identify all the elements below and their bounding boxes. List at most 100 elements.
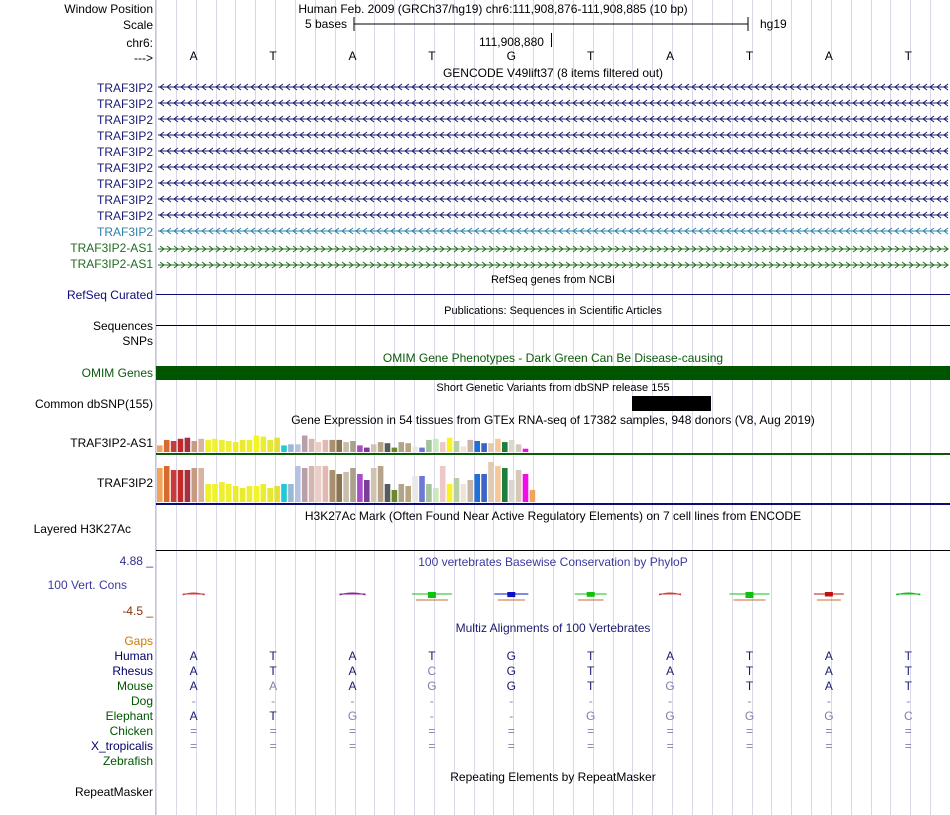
gtex-bar[interactable] <box>357 445 363 452</box>
gtex-bar[interactable] <box>343 472 349 502</box>
gtex-bar[interactable] <box>163 466 170 502</box>
gtex-bar[interactable] <box>212 438 218 452</box>
gtex-bar[interactable] <box>460 446 467 453</box>
gencode-track-label[interactable]: TRAF3IP2 <box>96 225 153 239</box>
gtex-bar[interactable] <box>481 443 487 452</box>
gtex-bar[interactable] <box>384 443 391 452</box>
sequences-label[interactable]: Sequences <box>92 319 153 333</box>
gtex-bar[interactable] <box>163 439 170 452</box>
gtex-bar[interactable] <box>336 439 342 452</box>
gtex-bar[interactable] <box>419 447 425 452</box>
gtex-bar[interactable] <box>370 444 377 452</box>
gtex-bar[interactable] <box>246 486 253 502</box>
gtex-bar[interactable] <box>488 462 494 502</box>
gtex-bar[interactable] <box>239 488 246 502</box>
gtex-bar[interactable] <box>467 439 474 452</box>
gtex-bar[interactable] <box>260 436 267 452</box>
gtex-bar[interactable] <box>329 470 336 502</box>
gtex-bar[interactable] <box>522 448 529 452</box>
repeatmasker-label[interactable]: RepeatMasker <box>74 785 153 799</box>
gencode-transcript[interactable] <box>158 83 949 91</box>
gencode-track-label[interactable]: TRAF3IP2 <box>96 113 153 127</box>
gtex-label-traf3ip2-as1[interactable]: TRAF3IP2-AS1 <box>70 436 153 450</box>
gencode-track-label[interactable]: TRAF3IP2-AS1 <box>70 257 153 271</box>
gtex-bar[interactable] <box>212 484 218 502</box>
phylop-track[interactable] <box>156 570 950 620</box>
gtex-bar[interactable] <box>301 435 308 453</box>
gtex-bar[interactable] <box>446 484 453 502</box>
gtex-bar[interactable] <box>336 474 342 502</box>
multiz-species-label[interactable]: Mouse <box>116 679 153 693</box>
gencode-track-label[interactable]: TRAF3IP2 <box>96 161 153 175</box>
gtex-bar[interactable] <box>226 484 232 502</box>
gtex-bar[interactable] <box>495 438 501 452</box>
gtex-bar[interactable] <box>357 474 363 502</box>
gtex-bar[interactable] <box>502 468 508 502</box>
gtex-bar[interactable] <box>405 486 411 502</box>
gtex-bar[interactable] <box>177 438 184 452</box>
gtex-bar[interactable] <box>377 442 384 452</box>
gtex-bar[interactable] <box>453 478 460 502</box>
gtex-bar[interactable] <box>239 439 246 452</box>
track-data-area[interactable]: Human Feb. 2009 (GRCh37/hg19) chr6:111,9… <box>156 0 950 815</box>
gtex-bar[interactable] <box>419 476 425 502</box>
gtex-bar[interactable] <box>508 439 515 452</box>
gtex-bar[interactable] <box>281 445 287 452</box>
gencode-track-label[interactable]: TRAF3IP2 <box>96 193 153 207</box>
gtex-bar[interactable] <box>439 442 446 452</box>
gtex-bar[interactable] <box>219 439 225 452</box>
gtex-bar[interactable] <box>502 442 508 452</box>
gtex-bar[interactable] <box>295 444 301 452</box>
gtex-bar[interactable] <box>267 488 273 502</box>
gtex-bar[interactable] <box>246 439 253 452</box>
gtex-bar[interactable] <box>488 443 494 452</box>
gtex-bar[interactable] <box>315 466 322 502</box>
gencode-track-label[interactable]: TRAF3IP2 <box>96 81 153 95</box>
gtex-bar[interactable] <box>191 441 198 452</box>
gtex-bar[interactable] <box>329 439 336 452</box>
gtex-bar[interactable] <box>343 442 349 452</box>
gtex-bar[interactable] <box>281 484 287 502</box>
gtex-bar[interactable] <box>433 488 439 502</box>
dbsnp-variant[interactable] <box>632 396 711 411</box>
gtex-bar[interactable] <box>370 468 377 502</box>
multiz-species-label[interactable]: Zebrafish <box>102 754 153 768</box>
gtex-bar[interactable] <box>467 480 474 502</box>
gtex-bar[interactable] <box>260 484 267 502</box>
gtex-bar[interactable] <box>405 443 411 452</box>
gtex-bar[interactable] <box>350 468 356 502</box>
gtex-bar[interactable] <box>412 446 418 453</box>
gencode-transcript[interactable] <box>158 245 949 253</box>
gtex-bar[interactable] <box>288 484 294 502</box>
gtex-bar[interactable] <box>295 466 301 502</box>
gtex-bar[interactable] <box>529 490 536 502</box>
gtex-bar[interactable] <box>232 486 239 502</box>
gtex-bar[interactable] <box>398 442 405 452</box>
gtex-bar[interactable] <box>522 474 529 502</box>
multiz-species-label[interactable]: X_tropicalis <box>90 739 153 753</box>
gtex-bar[interactable] <box>446 437 453 452</box>
gtex-bar[interactable] <box>453 441 460 452</box>
gtex-bar[interactable] <box>219 482 225 502</box>
gtex-track[interactable] <box>156 428 950 506</box>
omim-label[interactable]: OMIM Genes <box>81 366 153 380</box>
gtex-bar[interactable] <box>426 484 432 502</box>
gtex-bar[interactable] <box>308 438 315 452</box>
gtex-bar[interactable] <box>253 486 260 502</box>
omim-gene-bar[interactable] <box>156 366 950 380</box>
gtex-bar[interactable] <box>364 480 370 502</box>
gtex-bar[interactable] <box>253 435 260 453</box>
gencode-transcript[interactable] <box>158 131 949 139</box>
gtex-bar[interactable] <box>184 470 191 502</box>
gtex-bar[interactable] <box>191 468 198 502</box>
gencode-transcript[interactable] <box>158 211 949 219</box>
snps-label[interactable]: SNPs <box>122 334 153 348</box>
gencode-transcript[interactable] <box>158 179 949 187</box>
multiz-species-label[interactable]: Dog <box>130 694 153 708</box>
gtex-bar[interactable] <box>322 466 329 502</box>
gtex-bar[interactable] <box>412 476 418 502</box>
gtex-bar[interactable] <box>515 444 522 452</box>
gtex-bar[interactable] <box>426 439 432 452</box>
gtex-bar[interactable] <box>232 442 239 452</box>
gtex-bar[interactable] <box>398 484 405 502</box>
